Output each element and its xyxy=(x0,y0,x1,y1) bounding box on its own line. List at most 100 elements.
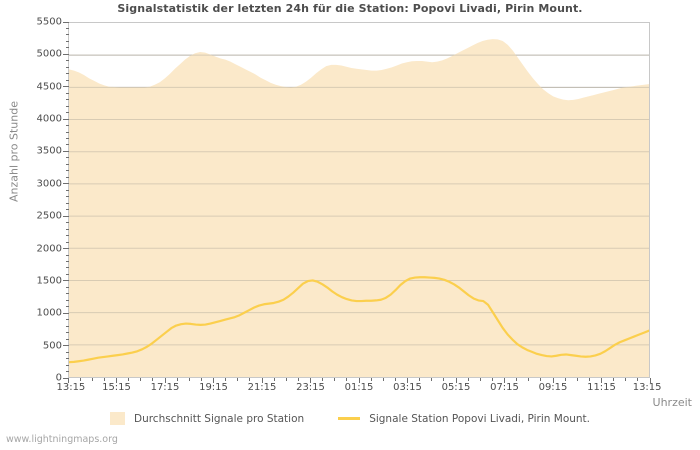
y-axis-tick-label: 1500 xyxy=(36,275,62,287)
y-axis-title: Anzahl pro Stunde xyxy=(7,101,21,203)
y-axis-tick-mark xyxy=(66,202,69,204)
x-axis-tick-mark xyxy=(103,378,105,381)
x-axis-tick-mark xyxy=(625,378,627,381)
y-axis-tick-mark xyxy=(63,248,69,250)
y-axis-tick-mark xyxy=(66,196,69,198)
y-axis-tick-mark xyxy=(63,377,69,379)
y-axis-tick-mark xyxy=(66,241,69,243)
x-axis-tick-mark xyxy=(213,378,214,383)
x-axis-tick-label: 19:15 xyxy=(199,382,228,393)
x-axis-tick-label: 13:15 xyxy=(632,382,662,393)
y-axis-tick-mark xyxy=(66,260,69,262)
y-axis-tick-mark xyxy=(63,86,69,88)
x-axis-tick-mark xyxy=(394,378,396,381)
x-axis-tick-mark xyxy=(552,378,554,383)
y-axis-tick-mark xyxy=(66,273,69,275)
line-series-station-signals xyxy=(69,276,649,364)
x-axis-tick-mark xyxy=(322,378,324,381)
y-axis-tick-mark xyxy=(66,60,69,62)
x-axis-tick-mark xyxy=(261,378,263,383)
y-axis-tick-label: 5500 xyxy=(36,16,62,28)
x-axis-tick-mark xyxy=(370,378,372,381)
footer-url: www.lightningmaps.org xyxy=(6,434,118,445)
x-axis-tick-mark xyxy=(576,378,578,381)
y-axis-tick-mark xyxy=(66,138,69,139)
x-axis-tick-label: 15:15 xyxy=(102,382,131,393)
x-axis-tick-mark xyxy=(152,378,154,381)
x-axis-tick-mark xyxy=(237,378,239,381)
y-axis-tick-label: 4500 xyxy=(36,81,62,93)
y-axis-tick-mark xyxy=(66,105,69,107)
y-axis-tick-mark xyxy=(63,215,69,217)
legend-item[interactable]: Signale Station Popovi Livadi, Pirin Mou… xyxy=(338,413,590,425)
y-axis-tick-mark xyxy=(66,189,69,191)
y-axis-tick-mark xyxy=(63,150,69,152)
y-axis-tick-mark xyxy=(63,183,69,185)
y-axis-tick-mark xyxy=(66,235,69,237)
y-axis-tick-mark xyxy=(66,40,69,42)
x-axis-tick-mark xyxy=(273,378,275,381)
x-axis-tick-label: 03:15 xyxy=(393,382,422,393)
x-axis-tick-mark xyxy=(249,378,251,381)
x-axis-tick-label: 21:15 xyxy=(247,382,277,393)
legend-swatch-icon xyxy=(109,412,125,425)
x-axis-tick-mark xyxy=(504,378,505,383)
y-axis-tick-label: 4000 xyxy=(36,113,62,125)
x-axis-tick-marks xyxy=(67,378,651,384)
y-axis-tick-mark xyxy=(66,286,69,288)
x-axis-tick-mark xyxy=(443,378,445,381)
y-axis-tick-mark xyxy=(63,280,69,282)
y-axis-tick-mark xyxy=(66,170,69,172)
legend-item[interactable]: Durchschnitt Signale pro Station xyxy=(109,412,304,425)
x-axis-tick-mark xyxy=(176,378,178,381)
x-axis-tick-mark xyxy=(479,378,481,381)
x-axis-tick-mark xyxy=(91,378,93,381)
y-axis-tick-mark xyxy=(66,157,69,159)
chart-legend: Durchschnitt Signale pro Station Signale … xyxy=(0,412,700,425)
legend-item-label: Signale Station Popovi Livadi, Pirin Mou… xyxy=(369,412,591,425)
y-axis-tick-mark xyxy=(63,118,69,120)
y-axis-tick-mark xyxy=(66,306,69,308)
x-axis-tick-mark xyxy=(140,378,142,381)
x-axis-title: Uhrzeit xyxy=(652,396,692,409)
y-axis-tick-mark xyxy=(66,47,69,49)
y-axis-tick-label: 3500 xyxy=(36,145,62,157)
x-axis-tick-mark xyxy=(164,378,166,383)
x-axis-tick-mark xyxy=(491,378,493,381)
x-axis-tick-label: 07:15 xyxy=(490,382,519,393)
x-axis-tick-mark xyxy=(116,378,117,383)
y-axis-tick-mark xyxy=(66,99,69,101)
y-axis-tick-mark xyxy=(66,163,69,165)
y-axis-tick-mark xyxy=(63,345,69,347)
y-axis-tick-mark xyxy=(66,293,69,295)
y-axis-tick-mark xyxy=(66,73,69,75)
y-axis-tick-label: 2000 xyxy=(36,243,62,255)
x-axis-tick-mark xyxy=(188,378,190,381)
y-axis-tick-label: 5000 xyxy=(36,48,62,60)
x-axis-tick-mark xyxy=(528,378,530,381)
y-axis-tick-label: 0 xyxy=(55,372,62,384)
y-axis-tick-label: 3000 xyxy=(36,178,62,190)
y-axis-tick-mark xyxy=(66,371,69,373)
y-axis-tick-mark xyxy=(66,112,69,114)
x-axis-tick-mark xyxy=(601,378,602,383)
x-axis-tick-mark xyxy=(297,378,299,381)
y-axis-tick-mark xyxy=(66,332,69,334)
y-axis-tick-mark xyxy=(66,358,69,360)
x-axis-tick-mark xyxy=(455,378,457,383)
y-axis-tick-mark xyxy=(66,144,69,146)
y-axis-tick-mark xyxy=(66,79,69,81)
x-axis-tick-mark xyxy=(637,378,639,381)
x-axis-tick-mark xyxy=(613,378,615,381)
y-axis-tick-mark xyxy=(66,351,69,353)
x-axis-tick-labels: 13:15 15:15 17:15 19:15 21:15 23:15 01:15 03:15… xyxy=(56,382,661,396)
plot-area xyxy=(68,22,650,378)
x-axis-tick-label: 05:15 xyxy=(441,382,471,393)
x-axis-tick-mark xyxy=(382,378,384,381)
x-axis-tick-mark xyxy=(200,378,202,381)
x-axis-tick-mark xyxy=(540,378,542,381)
y-axis-tick-mark xyxy=(66,267,69,269)
x-axis-tick-label: 01:15 xyxy=(344,382,374,393)
legend-line-icon xyxy=(338,417,361,420)
